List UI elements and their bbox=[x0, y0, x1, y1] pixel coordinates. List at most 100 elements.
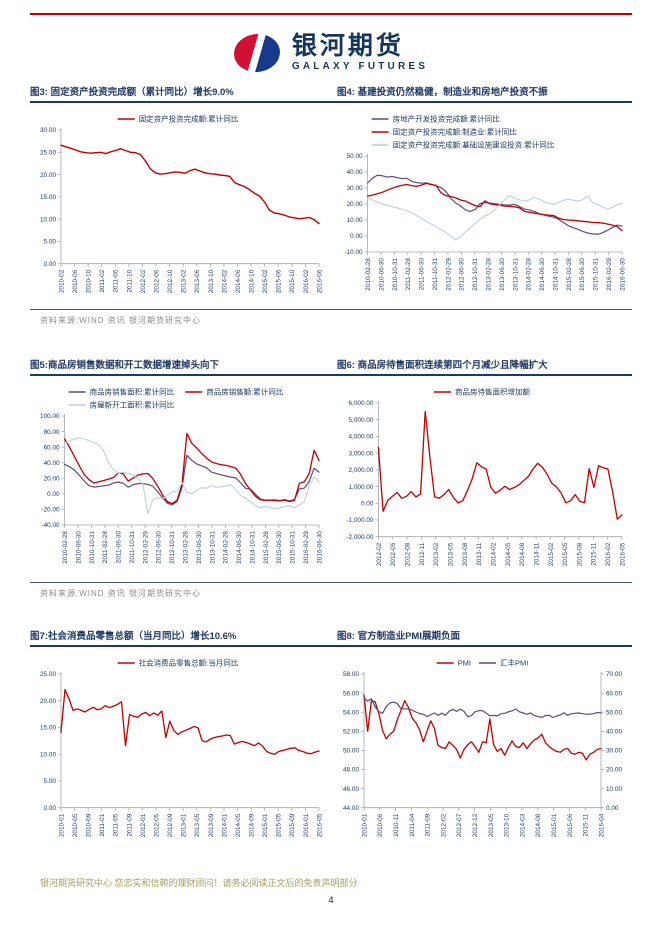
svg-text:2012-11: 2012-11 bbox=[419, 542, 426, 565]
svg-text:3,000.00: 3,000.00 bbox=[349, 450, 374, 457]
svg-text:2016-04: 2016-04 bbox=[598, 813, 605, 837]
section-3-charts: 社会消费品零售总额:当月同比 25.00 20.00 15.00 10.00 5.00 0.… bbox=[0, 653, 662, 845]
svg-text:2013-06-30: 2013-06-30 bbox=[499, 258, 506, 291]
svg-text:2013-06-30: 2013-06-30 bbox=[196, 531, 203, 564]
fig5-title: 图5:商品房销售数据和开工数据增速掉头向下 bbox=[30, 360, 219, 371]
svg-text:2012-06: 2012-06 bbox=[153, 269, 160, 293]
section-2-divider bbox=[30, 374, 632, 376]
svg-text:5.00: 5.00 bbox=[44, 239, 57, 246]
svg-text:2012-10-31: 2012-10-31 bbox=[169, 531, 176, 564]
svg-text:0.00: 0.00 bbox=[606, 805, 619, 812]
svg-text:2010-06: 2010-06 bbox=[377, 813, 384, 837]
svg-text:10.00: 10.00 bbox=[40, 751, 56, 758]
svg-text:2010-05: 2010-05 bbox=[72, 813, 79, 837]
svg-text:2016-02-29: 2016-02-29 bbox=[303, 531, 310, 564]
svg-text:2014-06-30: 2014-06-30 bbox=[539, 258, 546, 291]
section-3-titles: 图7:社会消费品零售总额（当月同比）增长10.6% 图8: 官方制造业PMI展期… bbox=[0, 631, 662, 643]
svg-text:商品房销售面积:累计同比: 商品房销售面积:累计同比 bbox=[90, 387, 175, 397]
svg-text:2015-05: 2015-05 bbox=[276, 813, 283, 837]
svg-text:2014-02-28: 2014-02-28 bbox=[223, 531, 230, 564]
svg-text:2013-11: 2013-11 bbox=[476, 542, 483, 565]
chart-fig7: 社会消费品零售总额:当月同比 25.00 20.00 15.00 10.00 5.00 0.… bbox=[34, 653, 325, 845]
fig8-title: 图8: 官方制造业PMI展期负面 bbox=[337, 631, 460, 642]
svg-text:15.00: 15.00 bbox=[40, 725, 56, 732]
fig7-title: 图7:社会消费品零售总额（当月同比）增长10.6% bbox=[30, 631, 237, 642]
svg-text:2012-06-30: 2012-06-30 bbox=[156, 531, 163, 564]
svg-text:汇丰PMI: 汇丰PMI bbox=[500, 658, 528, 668]
fig4-canvas: 房地产开发投资完成额:累计同比固定资产投资完成额:制造业:累计同比固定资产投资完… bbox=[344, 114, 626, 291]
svg-text:50.00: 50.00 bbox=[343, 748, 359, 755]
svg-text:100.00: 100.00 bbox=[40, 413, 60, 420]
svg-text:2012-05: 2012-05 bbox=[153, 813, 160, 837]
svg-text:2012-06-30: 2012-06-30 bbox=[459, 258, 466, 291]
svg-text:2015-02-28: 2015-02-28 bbox=[263, 531, 270, 564]
svg-text:2014-10: 2014-10 bbox=[249, 269, 256, 293]
svg-text:房屋新开工面积:累计同比: 房屋新开工面积:累计同比 bbox=[90, 400, 175, 410]
svg-text:2011-02-28: 2011-02-28 bbox=[102, 531, 109, 564]
svg-text:2011-09: 2011-09 bbox=[126, 813, 133, 836]
svg-text:2012-09: 2012-09 bbox=[167, 813, 174, 837]
svg-text:2011-10-31: 2011-10-31 bbox=[432, 258, 439, 291]
svg-text:2015-01: 2015-01 bbox=[262, 813, 269, 837]
svg-text:2010-06-30: 2010-06-30 bbox=[75, 531, 82, 564]
svg-text:70.00: 70.00 bbox=[606, 671, 622, 678]
svg-text:-20.00: -20.00 bbox=[41, 507, 60, 514]
svg-text:20.00: 20.00 bbox=[40, 172, 56, 179]
svg-text:0.00: 0.00 bbox=[47, 491, 60, 498]
svg-text:2010-02-28: 2010-02-28 bbox=[62, 531, 69, 564]
svg-text:2015-02-28: 2015-02-28 bbox=[566, 258, 573, 291]
svg-text:-1,000.00: -1,000.00 bbox=[346, 517, 373, 524]
svg-text:-10.00: -10.00 bbox=[344, 249, 363, 256]
svg-text:2010-06: 2010-06 bbox=[72, 269, 79, 293]
svg-text:2015-08: 2015-08 bbox=[576, 542, 583, 566]
figure-section-2: 图5:商品房销售数据和开工数据增速掉头向下 图6: 商品房待售面积连续第四个月减… bbox=[0, 360, 662, 599]
svg-text:6,000.00: 6,000.00 bbox=[349, 400, 374, 407]
svg-text:2012-10-31: 2012-10-31 bbox=[472, 258, 479, 291]
svg-text:2015-10-31: 2015-10-31 bbox=[593, 258, 600, 291]
svg-text:2015-06-30: 2015-06-30 bbox=[276, 531, 283, 564]
svg-text:2010-01: 2010-01 bbox=[361, 813, 368, 837]
svg-text:20.00: 20.00 bbox=[347, 201, 363, 208]
svg-text:40.00: 40.00 bbox=[606, 729, 622, 736]
svg-text:60.00: 60.00 bbox=[606, 690, 622, 697]
svg-text:2010-06-30: 2010-06-30 bbox=[378, 258, 385, 291]
svg-text:2013-02-28: 2013-02-28 bbox=[486, 258, 493, 291]
svg-text:2016-02-29: 2016-02-29 bbox=[606, 258, 613, 291]
svg-text:54.00: 54.00 bbox=[343, 709, 359, 716]
svg-text:50.00: 50.00 bbox=[347, 153, 363, 160]
section-2-titles: 图5:商品房销售数据和开工数据增速掉头向下 图6: 商品房待售面积连续第四个月减… bbox=[0, 360, 662, 372]
svg-text:2015-06-30: 2015-06-30 bbox=[579, 258, 586, 291]
svg-text:2015-09: 2015-09 bbox=[289, 813, 296, 837]
svg-text:2012-10: 2012-10 bbox=[167, 269, 174, 293]
section-3-divider bbox=[30, 645, 632, 647]
fig6-canvas: 商品房待售面积增加额 6,000.00 5,000.00 4,000.00 3,000.… bbox=[346, 387, 626, 567]
svg-text:商品房销售额:累计同比: 商品房销售额:累计同比 bbox=[206, 387, 284, 397]
svg-text:2012-08: 2012-08 bbox=[404, 542, 411, 566]
svg-text:2012-07: 2012-07 bbox=[456, 813, 463, 837]
svg-text:2010-10-31: 2010-10-31 bbox=[392, 258, 399, 291]
svg-text:2013-08: 2013-08 bbox=[462, 542, 469, 566]
brand-text: 银河期货 GALAXY FUTURES bbox=[292, 34, 428, 73]
svg-text:2012-02-29: 2012-02-29 bbox=[142, 531, 149, 564]
fig8-canvas: PMI 汇丰PMI 58.00 56.00 54.00 52.00 50.00 48.00 46… bbox=[343, 658, 622, 838]
svg-text:2015-06: 2015-06 bbox=[567, 813, 574, 837]
svg-text:30.00: 30.00 bbox=[347, 185, 363, 192]
page-footer: 银河期货研究中心 您忠实和信赖的理财顾问！请务必阅读正文后的免责声明部分 4 bbox=[0, 876, 662, 906]
svg-text:固定资产投资完成额:基础设施建设投资:累计同比: 固定资产投资完成额:基础设施建设投资:累计同比 bbox=[393, 140, 555, 150]
svg-text:2011-09: 2011-09 bbox=[425, 813, 432, 836]
svg-text:2,000.00: 2,000.00 bbox=[349, 467, 374, 474]
svg-text:2010-09: 2010-09 bbox=[86, 813, 93, 837]
svg-text:2010-11: 2010-11 bbox=[393, 813, 400, 836]
svg-text:2014-06-30: 2014-06-30 bbox=[236, 531, 243, 564]
svg-text:5,000.00: 5,000.00 bbox=[349, 417, 374, 424]
svg-text:2015-02: 2015-02 bbox=[262, 269, 269, 293]
svg-text:2011-06-30: 2011-06-30 bbox=[419, 258, 426, 291]
svg-text:2015-10-31: 2015-10-31 bbox=[290, 531, 297, 564]
svg-text:50.00: 50.00 bbox=[606, 709, 622, 716]
figure-section-3: 图7:社会消费品零售总额（当月同比）增长10.6% 图8: 官方制造业PMI展期… bbox=[0, 631, 662, 845]
svg-text:30.00: 30.00 bbox=[606, 748, 622, 755]
svg-text:2014-02-28: 2014-02-28 bbox=[526, 258, 533, 291]
svg-text:2014-01: 2014-01 bbox=[221, 813, 228, 837]
chart-fig5: 商品房销售面积:累计同比 商品房销售额:累计同比房屋新开工面积:累计同比 100.0… bbox=[34, 382, 325, 574]
